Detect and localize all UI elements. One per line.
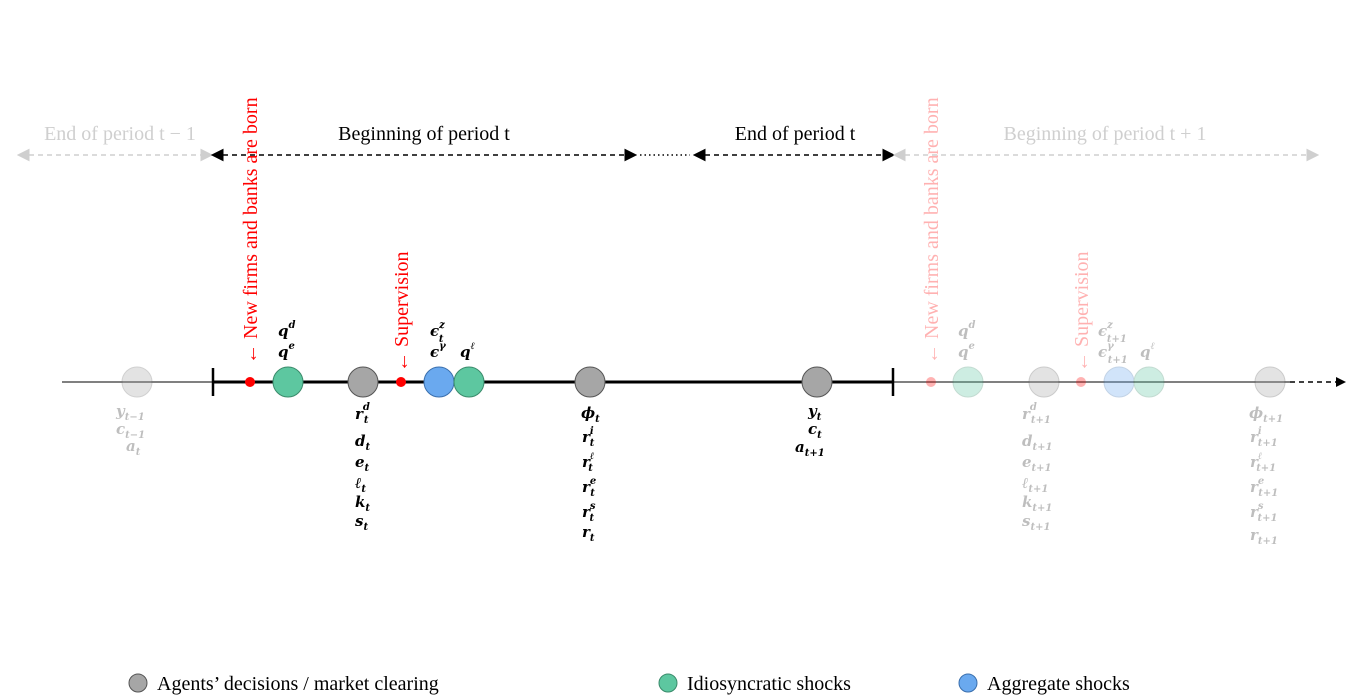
svg-text:ℓt: ℓt (355, 474, 366, 495)
aggregate-node (1103, 366, 1135, 398)
svg-text:rst: rs t (582, 501, 596, 524)
svg-text:qd: qd (278, 320, 296, 340)
svg-text:rℓt: rℓ t (582, 451, 594, 474)
decision-node (1254, 366, 1286, 398)
svg-text:rt: rt (582, 523, 595, 544)
aggregate-node (423, 366, 455, 398)
decision-node (801, 366, 833, 398)
svg-text:ϕt+1: ϕt+1 (1249, 404, 1283, 425)
supervision-dot-next (1076, 377, 1086, 387)
svg-text:rit+1: ri t+1 (1250, 426, 1278, 449)
svg-text:at+1: at+1 (795, 438, 825, 459)
svg-text:st+1: st+1 (1022, 512, 1050, 533)
svg-text:ϵγ: ϵγ (430, 341, 446, 361)
supervision-label-next: ← Supervision (1071, 251, 1093, 372)
svg-text:et: et (355, 453, 370, 474)
legend-idiosyncratic-label: Idiosyncratic shocks (687, 673, 851, 695)
svg-text:qℓ: qℓ (1140, 341, 1155, 361)
symbols-period-t: qd qe ϵz t ϵγ qℓ rd t dt et ℓt kt st ϕt ri… (278, 320, 825, 544)
event-markers: ← New firms and banks are born ← Supervi… (240, 97, 1093, 387)
label-end-t: End of period t (735, 123, 856, 145)
timeline-nodes (121, 366, 1286, 398)
svg-text:ϕt: ϕt (581, 404, 600, 425)
svg-text:kt: kt (355, 493, 370, 514)
svg-text:rdt+1: rd t+1 (1022, 402, 1051, 426)
decision-node (574, 366, 606, 398)
legend-decision-label: Agents’ decisions / market clearing (157, 673, 439, 695)
svg-text:qd: qd (958, 320, 976, 340)
svg-text:et+1: et+1 (1022, 453, 1052, 474)
svg-text:qℓ: qℓ (460, 341, 475, 361)
idiosyncratic-node (1133, 366, 1165, 398)
svg-text:ct: ct (808, 420, 822, 441)
faded-nodes-next (952, 366, 1286, 398)
entry-label: ← New firms and banks are born (240, 97, 262, 364)
svg-text:qe: qe (278, 341, 295, 361)
svg-text:rt+1: rt+1 (1250, 526, 1278, 547)
idiosyncratic-node (272, 366, 304, 398)
label-begin-t: Beginning of period t (338, 123, 510, 145)
svg-text:rdt: rd t (355, 402, 370, 426)
svg-text:ℓt+1: ℓt+1 (1022, 474, 1048, 495)
entry-dot (245, 377, 255, 387)
svg-text:st: st (355, 512, 368, 533)
svg-text:dt+1: dt+1 (1022, 432, 1052, 453)
label-begin-next: Beginning of period t + 1 (1004, 123, 1207, 145)
svg-text:rℓt+1: rℓ t+1 (1250, 451, 1276, 474)
idiosyncratic-node (453, 366, 485, 398)
entry-label-next: ← New firms and banks are born (921, 97, 943, 364)
idiosyncratic-node (952, 366, 984, 398)
legend-decision-icon (128, 673, 148, 693)
symbols-faded: yt−1 ct−1 at qd qe ϵz t+1 ϵγ t+1 qℓ rd t+1 … (115, 320, 1283, 547)
legend-aggregate-icon (958, 673, 978, 693)
supervision-dot (396, 377, 406, 387)
svg-text:kt+1: kt+1 (1022, 493, 1052, 514)
svg-text:ret+1: re t+1 (1250, 476, 1278, 499)
decision-node (1028, 366, 1060, 398)
svg-text:ret: re t (582, 476, 596, 499)
svg-text:ϵzt: ϵz t (430, 320, 445, 345)
legend: Agents’ decisions / market clearing Idio… (128, 673, 1130, 695)
decision-node-prev (121, 366, 153, 398)
label-end-prev: End of period t − 1 (44, 123, 196, 145)
svg-text:rit: ri t (582, 426, 595, 449)
period-header: End of period t − 1 Beginning of period … (16, 123, 1320, 162)
legend-aggregate-label: Aggregate shocks (987, 673, 1130, 695)
svg-text:dt: dt (355, 432, 371, 453)
supervision-label: ← Supervision (391, 251, 413, 372)
svg-text:qe: qe (958, 341, 975, 361)
legend-idiosyncratic-icon (658, 673, 678, 693)
axis-arrowhead-icon (1336, 377, 1346, 387)
entry-dot-next (926, 377, 936, 387)
decision-node (347, 366, 379, 398)
svg-text:rst+1: rs t+1 (1250, 501, 1278, 524)
